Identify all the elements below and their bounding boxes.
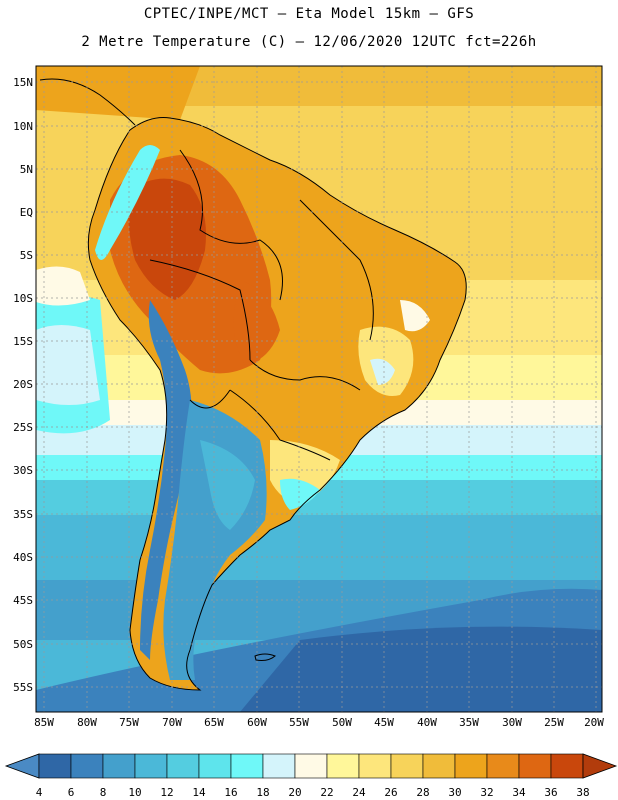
lon-label: 60W xyxy=(247,716,267,729)
colorbar-tick-label: 26 xyxy=(384,786,397,799)
lat-label: 5N xyxy=(20,163,33,176)
colorbar-swatch xyxy=(38,753,72,779)
colorbar-tick-label: 32 xyxy=(480,786,493,799)
map-frame xyxy=(35,65,603,713)
colorbar-swatch xyxy=(102,753,136,779)
lon-label: 85W xyxy=(34,716,54,729)
colorbar-swatch xyxy=(550,753,584,779)
colorbar-tick-label: 24 xyxy=(352,786,366,799)
colorbar-tick-label: 4 xyxy=(36,786,43,799)
lat-label: 55S xyxy=(13,681,33,694)
colorbar-swatch xyxy=(70,753,104,779)
lon-label: 55W xyxy=(289,716,309,729)
colorbar-tick-label: 30 xyxy=(448,786,461,799)
colorbar-tick-label: 14 xyxy=(192,786,206,799)
lon-label: 45W xyxy=(374,716,394,729)
graticule xyxy=(36,66,602,712)
colorbar-tick-label: 22 xyxy=(320,786,333,799)
colorbar-low-arrow xyxy=(4,753,40,779)
lon-label: 80W xyxy=(77,716,97,729)
colorbar-tick-label: 10 xyxy=(128,786,141,799)
colorbar-swatch xyxy=(166,753,200,779)
colorbar-swatch xyxy=(198,753,232,779)
lon-label: 65W xyxy=(204,716,224,729)
lat-label: 10S xyxy=(13,292,33,305)
colorbar-swatch xyxy=(454,753,488,779)
lon-label: 25W xyxy=(544,716,564,729)
coastlines xyxy=(39,78,467,691)
colorbar-tick-label: 6 xyxy=(68,786,75,799)
colorbar-swatch xyxy=(294,753,328,779)
lat-label: 10N xyxy=(13,120,33,133)
lat-label: 50S xyxy=(13,638,33,651)
colorbar-tick-label: 36 xyxy=(544,786,557,799)
lat-label: 30S xyxy=(13,464,33,477)
lat-label: EQ xyxy=(20,206,33,219)
lon-label: 75W xyxy=(119,716,139,729)
colorbar-swatch xyxy=(486,753,520,779)
colorbar-high-arrow xyxy=(582,753,618,779)
lon-label: 30W xyxy=(502,716,522,729)
colorbar-tick-label: 28 xyxy=(416,786,429,799)
latitude-axis: 15N 10N 5N EQ 5S 10S 15S 20S 25S 30S 35S… xyxy=(13,76,33,694)
colorbar-swatch xyxy=(422,753,456,779)
colorbar-swatch xyxy=(326,753,360,779)
lat-label: 35S xyxy=(13,508,33,521)
colorbar-swatch xyxy=(262,753,296,779)
lat-label: 20S xyxy=(13,378,33,391)
colorbar-swatch xyxy=(390,753,424,779)
colorbar-tick-label: 8 xyxy=(100,786,107,799)
colorbar-swatch xyxy=(134,753,168,779)
longitude-axis: 85W 80W 75W 70W 65W 60W 55W 50W 45W 40W … xyxy=(34,716,604,729)
lat-label: 25S xyxy=(13,421,33,434)
colorbar-tick-label: 16 xyxy=(224,786,237,799)
colorbar: 4 6 8 10 12 14 16 18 20 22 24 26 28 30 32 34 36 38 xyxy=(4,753,618,799)
colorbar-tick-label: 34 xyxy=(512,786,526,799)
map-title-line2: 2 Metre Temperature (C) – 12/06/2020 12U… xyxy=(81,34,537,50)
colorbar-swatch xyxy=(358,753,392,779)
colorbar-tick-label: 38 xyxy=(576,786,589,799)
colorbar-tick-label: 12 xyxy=(160,786,173,799)
lon-label: 35W xyxy=(459,716,479,729)
colorbar-tick-label: 20 xyxy=(288,786,301,799)
lat-label: 45S xyxy=(13,594,33,607)
temperature-field xyxy=(36,66,602,712)
lat-label: 5S xyxy=(20,249,33,262)
lon-label: 40W xyxy=(417,716,437,729)
colorbar-swatch xyxy=(518,753,552,779)
lon-label: 50W xyxy=(332,716,352,729)
colorbar-tick-label: 18 xyxy=(256,786,269,799)
map-title-line1: CPTEC/INPE/MCT – Eta Model 15km – GFS xyxy=(143,6,475,22)
lat-label: 15S xyxy=(13,335,33,348)
lon-label: 70W xyxy=(162,716,182,729)
lat-label: 40S xyxy=(13,551,33,564)
colorbar-swatch xyxy=(230,753,264,779)
lon-label: 20W xyxy=(584,716,604,729)
lat-label: 15N xyxy=(13,76,33,89)
